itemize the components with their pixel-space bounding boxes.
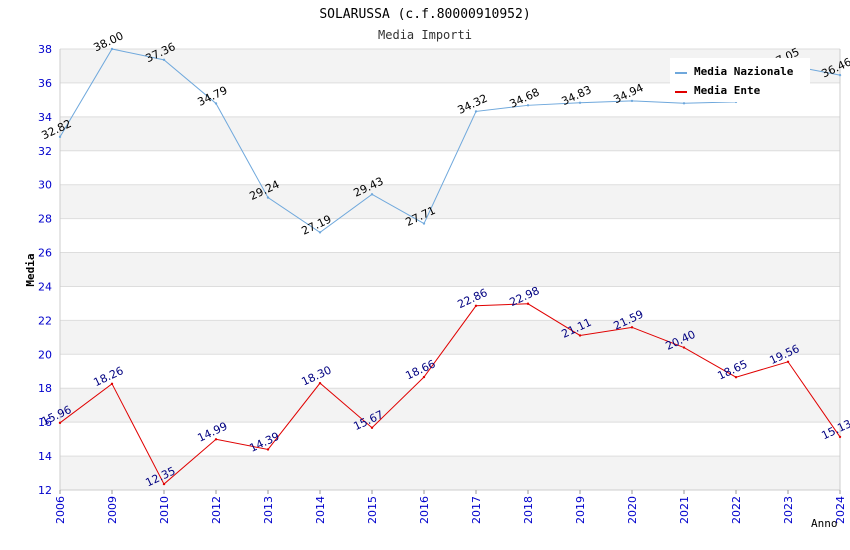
data-point-media-ente (578, 334, 582, 337)
data-point-media-nazionale (630, 99, 634, 103)
y-tick-labels: 12 14 16 18 20 22 24 26 28 30 32 34 36 38 (38, 43, 52, 497)
grid-band (60, 116, 840, 151)
axes (59, 49, 841, 491)
grid-band (60, 320, 840, 355)
x-tick-label: 2021 (678, 496, 691, 524)
grid-band (60, 388, 840, 423)
data-point-media-ente (526, 302, 530, 305)
x-tick-label: 2024 (834, 496, 847, 524)
x-tick-label: 2014 (314, 496, 327, 524)
data-point-media-nazionale (422, 222, 426, 225)
data-point-media-nazionale (370, 193, 374, 196)
y-tick-label: 38 (38, 43, 52, 56)
x-tick-label: 2020 (626, 496, 639, 524)
data-point-media-ente (838, 435, 842, 439)
data-point-media-nazionale (682, 102, 686, 105)
x-tick-label: 2022 (730, 496, 743, 524)
y-tick-label: 16 (38, 416, 52, 429)
x-tick-label: 2015 (366, 496, 379, 524)
legend-box (670, 58, 810, 102)
grid-bands (60, 49, 840, 490)
data-point-media-nazionale (162, 58, 166, 62)
data-point-media-nazionale (318, 231, 322, 234)
series-lines (58, 47, 842, 486)
y-axis-label: Media (24, 253, 37, 286)
data-point-media-nazionale (110, 47, 114, 51)
data-point-media-ente (266, 448, 270, 451)
chart-subtitle: Media Importi (378, 28, 472, 42)
x-tick-label: 2017 (470, 496, 483, 524)
x-tick-label: 2010 (158, 496, 171, 524)
data-point-media-ente (734, 376, 738, 379)
data-point-media-ente (422, 375, 426, 379)
x-tick-label: 2013 (262, 496, 275, 524)
x-tick-label: 2006 (54, 496, 67, 524)
data-point-media-nazionale (474, 110, 478, 113)
legend-label-media-nazionale: Media Nazionale (694, 65, 794, 78)
y-tick-label: 24 (38, 280, 52, 293)
data-point-media-nazionale (526, 104, 530, 107)
y-tick-label: 36 (38, 77, 52, 90)
x-tick-label: 2009 (106, 496, 119, 524)
x-tick-label: 2019 (574, 496, 587, 524)
data-point-media-nazionale (266, 196, 270, 199)
y-tick-label: 12 (38, 484, 52, 497)
x-tick-label: 2012 (210, 496, 223, 524)
grid-band (60, 184, 840, 219)
y-tick-label: 32 (38, 145, 52, 158)
data-point-media-nazionale (214, 102, 218, 105)
data-point-media-ente (474, 304, 478, 307)
legend: Media Nazionale Media Ente (670, 58, 810, 102)
grid-band (60, 252, 840, 287)
data-point-media-ente (110, 382, 114, 386)
y-tick-label: 20 (38, 348, 52, 361)
data-point-media-ente (682, 346, 686, 349)
series-line-media-nazionale (59, 48, 841, 233)
x-axis-label: Anno (811, 517, 838, 530)
y-tick-label: 18 (38, 382, 52, 395)
y-tick-label: 28 (38, 213, 52, 226)
data-point-media-ente (786, 360, 790, 363)
x-tick-label: 2018 (522, 496, 535, 524)
x-tick-label: 2023 (782, 496, 795, 524)
data-point-media-ente (214, 438, 218, 441)
y-tick-label: 26 (38, 247, 52, 260)
data-point-media-ente (370, 426, 374, 429)
data-point-media-ente (162, 482, 166, 486)
data-point-media-ente (630, 326, 634, 329)
data-point-media-ente (318, 381, 322, 385)
data-point-media-nazionale (578, 101, 582, 104)
data-point-media-nazionale (838, 73, 842, 77)
data-point-media-nazionale (58, 135, 62, 139)
y-tick-label: 22 (38, 314, 52, 327)
series-line-media-ente (59, 303, 841, 485)
y-tick-label: 14 (38, 450, 52, 463)
x-tick-labels: 2006 2009 2010 2012 2013 2014 2015 2016 2017 2018… (54, 490, 847, 524)
y-tick-label: 30 (38, 179, 52, 192)
chart-title: SOLARUSSA (c.f.80000910952) (319, 7, 530, 22)
legend-label-media-ente: Media Ente (694, 84, 761, 97)
data-point-media-ente (58, 421, 62, 425)
x-tick-label: 2016 (418, 496, 431, 524)
y-tick-label: 34 (38, 111, 52, 124)
